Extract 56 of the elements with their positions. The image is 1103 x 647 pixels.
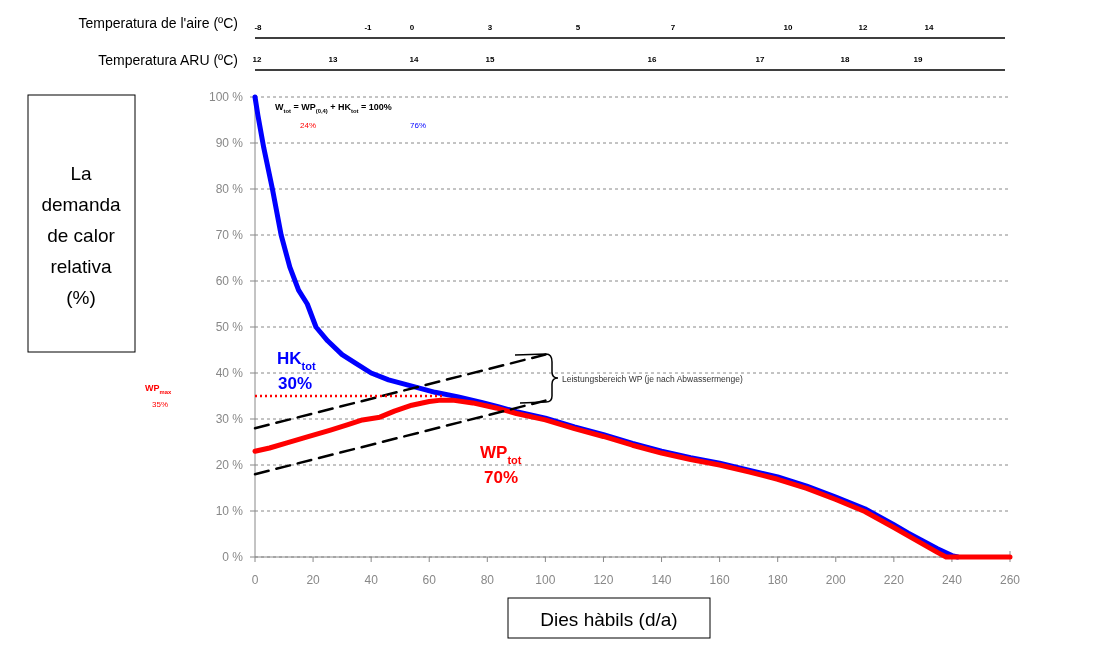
text: 18 (840, 55, 850, 64)
text: 13 (328, 55, 338, 64)
text: 35% (152, 400, 169, 409)
y-tick-label: 100 % (208, 90, 244, 104)
y-tick-label: 80 % (215, 182, 244, 196)
text: 19 (913, 55, 923, 64)
text: Temperatura ARU (ºC) (98, 52, 238, 68)
x-tick-label: 180 (767, 573, 789, 587)
text: 0 (409, 23, 415, 32)
y-tick-label: 30 % (215, 412, 244, 426)
x-tick-label: 20 (306, 573, 321, 587)
annotation: W$_{tot}$ = WP$_{(0,4)}$ + HK$_{tot}$ = 100% (275, 102, 392, 114)
text: 14 (409, 55, 419, 64)
x-tick-label: 40 (364, 573, 379, 587)
text: 15 (485, 55, 495, 64)
x-tick-label: 0 (251, 573, 259, 587)
text: 5 (575, 23, 581, 32)
text: 12 (252, 55, 262, 64)
text: 12 (858, 23, 868, 32)
x-tick-label: 200 (825, 573, 847, 587)
y-tick-label: 20 % (215, 458, 244, 472)
text: 17 (755, 55, 765, 64)
y-tick-label: 0 % (222, 550, 244, 564)
x-tick-label: 140 (651, 573, 672, 587)
annotation: 76% (410, 121, 427, 130)
x-tick-label: 120 (593, 573, 614, 587)
annotation: WP$_{tot}$ (480, 443, 522, 466)
text: -8 (254, 23, 263, 32)
text: Temperatura de l'aire (ºC) (78, 15, 238, 31)
x-axis-title: Dies hàbils (d/a) (540, 609, 678, 630)
y-tick-label: 10 % (215, 504, 244, 518)
annotation: 30% (278, 374, 313, 393)
annotation: 70% (484, 468, 519, 487)
y-tick-label: 40 % (215, 366, 244, 380)
x-tick-label: 260 (999, 573, 1021, 587)
annotation: 24% (300, 121, 317, 130)
y-tick-label: 90 % (215, 136, 244, 150)
text: 16 (647, 55, 657, 64)
text: 7 (670, 23, 676, 32)
x-tick-label: 240 (941, 573, 963, 587)
x-tick-label: 100 (535, 573, 556, 587)
y-tick-label: 70 % (215, 228, 244, 242)
y-tick-label: 50 % (215, 320, 244, 334)
x-tick-label: 220 (883, 573, 905, 587)
x-tick-label: 80 (480, 573, 495, 587)
annotation: Leistungsbereich WP (je nach Abwassermenge) (562, 374, 743, 384)
text: 10 (783, 23, 793, 32)
x-tick-label: 60 (422, 573, 437, 587)
text: WP$_{max}$ (145, 383, 172, 395)
x-tick-label: 160 (709, 573, 730, 587)
y-axis-title: La demanda de calor relativa (%) (41, 163, 122, 308)
text: 3 (487, 23, 493, 32)
y-tick-label: 60 % (215, 274, 244, 288)
text: -1 (364, 23, 373, 32)
annotation: HK$_{tot}$ (277, 349, 316, 372)
text: 14 (924, 23, 934, 32)
